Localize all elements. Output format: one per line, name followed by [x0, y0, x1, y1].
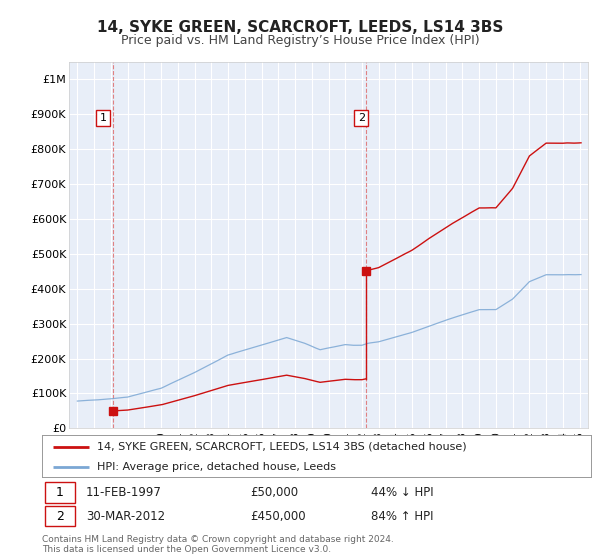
Text: 14, SYKE GREEN, SCARCROFT, LEEDS, LS14 3BS (detached house): 14, SYKE GREEN, SCARCROFT, LEEDS, LS14 3… — [97, 442, 467, 452]
Text: 2: 2 — [56, 510, 64, 522]
Text: Price paid vs. HM Land Registry’s House Price Index (HPI): Price paid vs. HM Land Registry’s House … — [121, 34, 479, 46]
Text: 11-FEB-1997: 11-FEB-1997 — [86, 486, 162, 499]
Text: HPI: Average price, detached house, Leeds: HPI: Average price, detached house, Leed… — [97, 461, 336, 472]
Text: 84% ↑ HPI: 84% ↑ HPI — [371, 510, 434, 522]
Text: 2: 2 — [358, 113, 365, 123]
Bar — [45, 506, 75, 526]
Text: £50,000: £50,000 — [251, 486, 299, 499]
Text: Contains HM Land Registry data © Crown copyright and database right 2024.
This d: Contains HM Land Registry data © Crown c… — [42, 535, 394, 554]
Text: 44% ↓ HPI: 44% ↓ HPI — [371, 486, 434, 499]
Text: 30-MAR-2012: 30-MAR-2012 — [86, 510, 165, 522]
Text: 14, SYKE GREEN, SCARCROFT, LEEDS, LS14 3BS: 14, SYKE GREEN, SCARCROFT, LEEDS, LS14 3… — [97, 20, 503, 35]
Text: 1: 1 — [56, 486, 64, 499]
Text: 1: 1 — [100, 113, 106, 123]
Text: £450,000: £450,000 — [251, 510, 306, 522]
Bar — [45, 482, 75, 503]
